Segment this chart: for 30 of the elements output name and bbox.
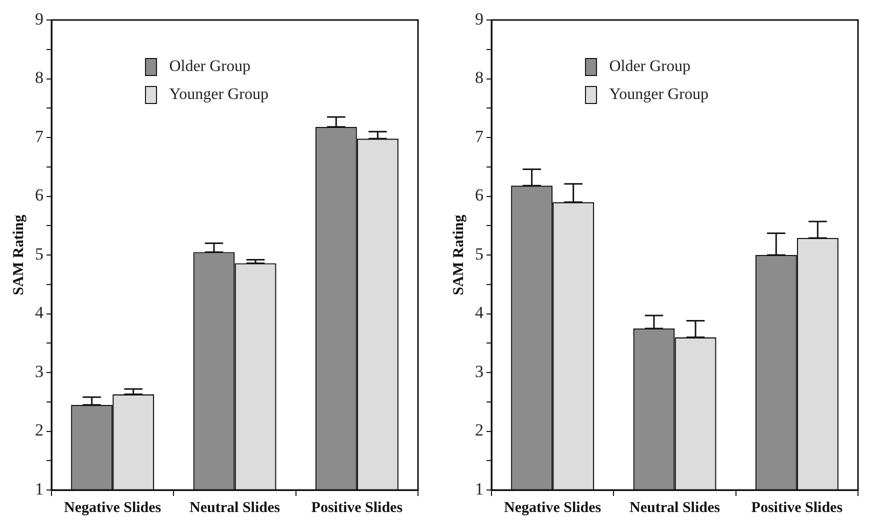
y-tick-label: 9 [35, 9, 44, 28]
y-tick-label: 1 [35, 479, 44, 498]
y-tick-label: 8 [35, 68, 44, 88]
y-axis-title: SAM Rating [10, 214, 27, 296]
legend-label: Younger Group [609, 86, 708, 104]
y-tick-label: 3 [35, 362, 44, 381]
y-tick-label: 9 [475, 9, 484, 28]
y-tick-label: 5 [35, 244, 44, 264]
y-tick-label: 7 [475, 126, 484, 146]
y-tick-label: 1 [475, 479, 484, 498]
x-tick-label: Negative Slides [64, 500, 162, 516]
y-tick-label: 4 [35, 303, 44, 322]
y-axis-title: SAM Rating [450, 214, 467, 296]
y-tick-label: 8 [475, 68, 484, 88]
y-tick-label: 3 [475, 362, 484, 381]
y-tick-label: 5 [475, 244, 484, 264]
y-tick-label: 4 [475, 303, 484, 322]
x-tick-label: Negative Slides [504, 500, 602, 516]
legend-label: Older Group [169, 58, 250, 76]
y-tick-label: 7 [35, 126, 44, 146]
y-tick-label: 6 [35, 186, 44, 205]
y-tick-label: 6 [475, 186, 484, 205]
y-tick-label: 2 [35, 420, 44, 440]
x-tick-label: Positive Slides [311, 500, 403, 516]
legend-label: Older Group [609, 58, 690, 76]
y-tick-label: 2 [475, 420, 484, 440]
x-tick-label: Neutral Slides [190, 500, 280, 516]
x-tick-label: Positive Slides [751, 500, 843, 516]
x-tick-label: Neutral Slides [630, 500, 720, 516]
legend-label: Younger Group [169, 86, 268, 104]
